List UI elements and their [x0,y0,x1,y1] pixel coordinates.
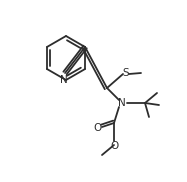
Text: O: O [111,141,119,151]
Text: O: O [94,123,102,133]
Text: S: S [123,68,129,78]
Text: N: N [60,75,68,85]
Text: N: N [118,98,126,108]
